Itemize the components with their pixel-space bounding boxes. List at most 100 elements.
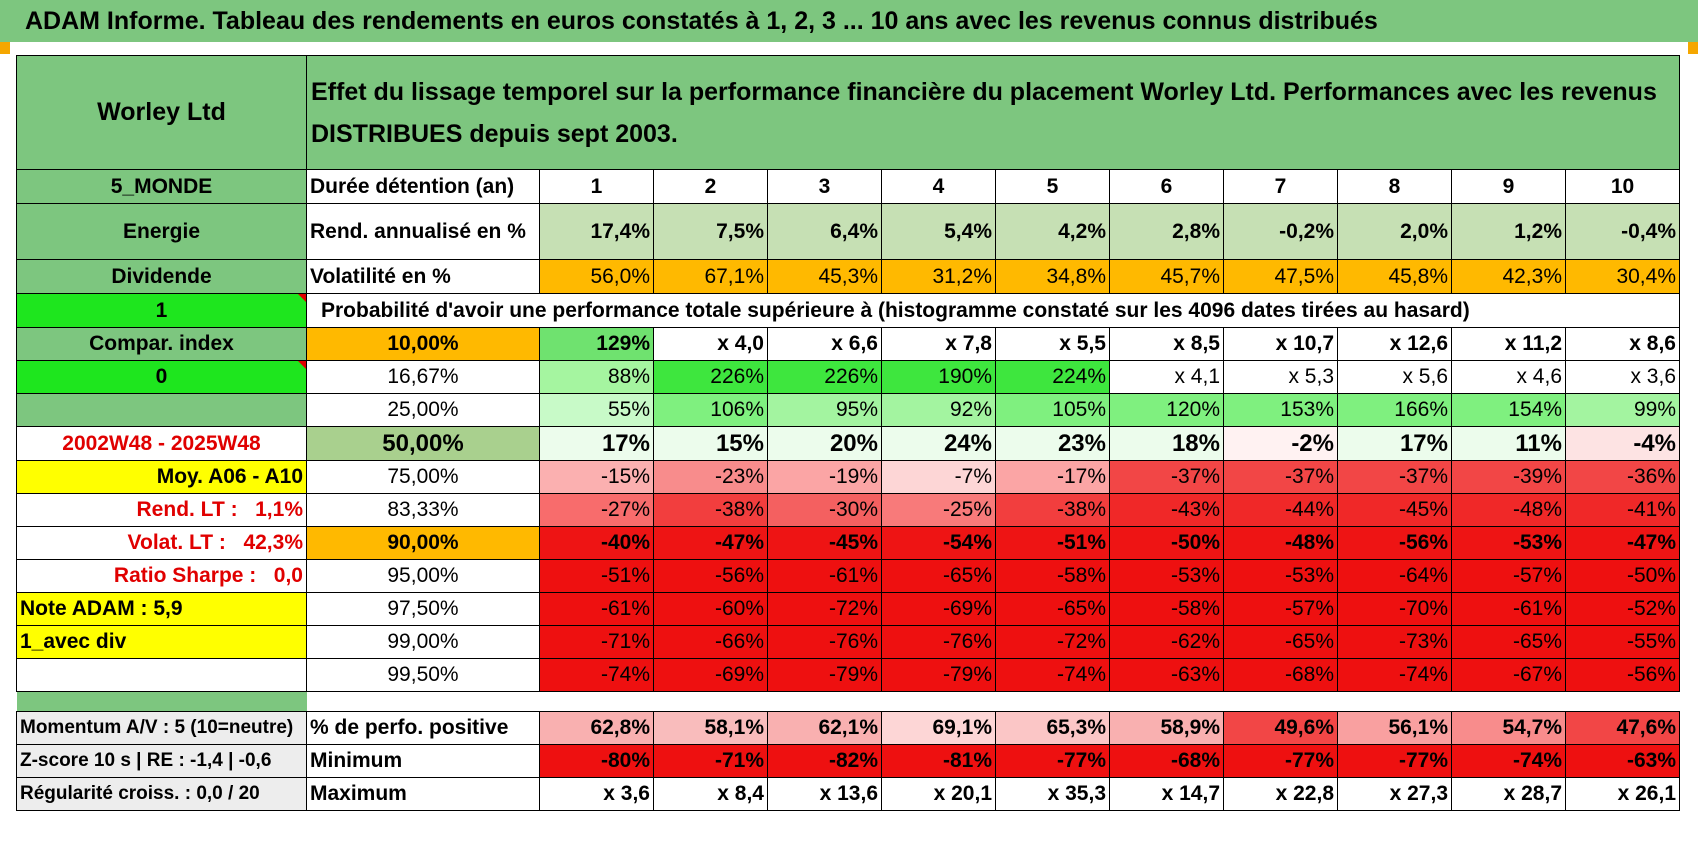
prob-cell-10-10: -56% [1565,658,1680,692]
prob-cell-5-5: -38% [995,493,1110,527]
prob-threshold-1: 16,67% [306,360,540,394]
flag-cell-0[interactable]: 0 [16,360,307,394]
prob-cell-10-6: -63% [1109,658,1224,692]
sharpe: Ratio Sharpe : 0,0 [16,559,307,593]
volat-cell-1: 56,0% [539,259,654,294]
prob-cell-5-9: -48% [1451,493,1566,527]
rend-cell-6: 2,8% [1109,203,1224,260]
prob-cell-10-7: -68% [1223,658,1338,692]
prob-cell-5-2: -38% [653,493,768,527]
prob-cell-5-3: -30% [767,493,882,527]
volat-cell-10: 30,4% [1565,259,1680,294]
min-cell-5: -77% [995,744,1110,778]
pos-cell-1: 62,8% [539,711,654,745]
prob-cell-5-4: -25% [881,493,996,527]
prob-cell-7-7: -53% [1223,559,1338,593]
prob-cell-1-1: 88% [539,360,654,394]
volat-cell-5: 34,8% [995,259,1110,294]
max-cell-7: x 22,8 [1223,777,1338,811]
empty-cell [16,658,307,692]
year-header-9: 9 [1451,169,1566,204]
prob-cell-3-7: -2% [1223,426,1338,461]
prob-cell-4-10: -36% [1565,460,1680,494]
prob-cell-7-1: -51% [539,559,654,593]
prob-cell-1-5: 224% [995,360,1110,394]
volat-cell-6: 45,7% [1109,259,1224,294]
prob-cell-3-1: 17% [539,426,654,461]
momentum-label: Momentum A/V : 5 (10=neutre) [16,711,307,745]
prob-cell-9-2: -66% [653,625,768,659]
prob-cell-0-2: x 4,0 [653,327,768,361]
prob-threshold-10: 99,50% [306,658,540,692]
pos-cell-5: 65,3% [995,711,1110,745]
prob-cell-8-7: -57% [1223,592,1338,626]
prob-threshold-5: 83,33% [306,493,540,527]
max-cell-1: x 3,6 [539,777,654,811]
performance-table: Worley Ltd Effet du lissage temporel sur… [16,55,1680,811]
prob-cell-3-4: 24% [881,426,996,461]
prob-cell-3-9: 11% [1451,426,1566,461]
prob-cell-4-6: -37% [1109,460,1224,494]
prob-cell-6-10: -47% [1565,526,1680,560]
prob-cell-7-10: -50% [1565,559,1680,593]
prob-cell-2-4: 92% [881,393,996,427]
prob-cell-6-3: -45% [767,526,882,560]
prob-cell-1-6: x 4,1 [1109,360,1224,394]
min-cell-9: -74% [1451,744,1566,778]
prob-cell-0-10: x 8,6 [1565,327,1680,361]
prob-cell-1-8: x 5,6 [1337,360,1452,394]
prob-cell-2-10: 99% [1565,393,1680,427]
flag-cell-1[interactable]: 1 [16,293,307,328]
year-header-5: 5 [995,169,1110,204]
max-cell-9: x 28,7 [1451,777,1566,811]
prob-cell-7-6: -53% [1109,559,1224,593]
prob-cell-4-2: -23% [653,460,768,494]
rend-cell-1: 17,4% [539,203,654,260]
volat-lt: Volat. LT : 42,3% [16,526,307,560]
prob-cell-10-2: -69% [653,658,768,692]
sector-label: Energie [16,203,307,260]
pos-cell-8: 56,1% [1337,711,1452,745]
pos-cell-9: 54,7% [1451,711,1566,745]
rend-lt-value: 1,1% [255,498,303,521]
prob-cell-6-1: -40% [539,526,654,560]
zone-label: 5_MONDE [16,169,307,204]
rend-cell-8: 2,0% [1337,203,1452,260]
note-adam: Note ADAM : 5,9 [16,592,307,626]
prob-cell-9-4: -76% [881,625,996,659]
rend-cell-2: 7,5% [653,203,768,260]
prob-cell-6-5: -51% [995,526,1110,560]
type-label: Dividende [16,259,307,294]
year-header-6: 6 [1109,169,1224,204]
corner-marker-right [1688,42,1698,54]
prob-cell-6-9: -53% [1451,526,1566,560]
min-cell-2: -71% [653,744,768,778]
prob-cell-3-2: 15% [653,426,768,461]
year-header-4: 4 [881,169,996,204]
volat-cell-2: 67,1% [653,259,768,294]
year-header-2: 2 [653,169,768,204]
prob-cell-3-3: 20% [767,426,882,461]
min-cell-10: -63% [1565,744,1680,778]
spacer [307,692,1680,712]
prob-cell-8-2: -60% [653,592,768,626]
prob-cell-2-5: 105% [995,393,1110,427]
prob-cell-5-7: -44% [1223,493,1338,527]
compar-index-label: Compar. index [16,327,307,361]
zscore-label: Z-score 10 s | RE : -1,4 | -0,6 [16,744,307,778]
prob-cell-5-8: -45% [1337,493,1452,527]
prob-cell-8-3: -72% [767,592,882,626]
prob-threshold-7: 95,00% [306,559,540,593]
prob-cell-7-3: -61% [767,559,882,593]
duree-label: Durée détention (an) [306,169,540,204]
pos-cell-6: 58,9% [1109,711,1224,745]
prob-cell-8-5: -65% [995,592,1110,626]
volat-cell-8: 45,8% [1337,259,1452,294]
prob-cell-6-8: -56% [1337,526,1452,560]
prob-cell-4-4: -7% [881,460,996,494]
prob-cell-9-10: -55% [1565,625,1680,659]
rend-lt-label: Rend. LT : [136,498,238,521]
prob-cell-2-2: 106% [653,393,768,427]
prob-cell-9-9: -65% [1451,625,1566,659]
prob-cell-9-8: -73% [1337,625,1452,659]
